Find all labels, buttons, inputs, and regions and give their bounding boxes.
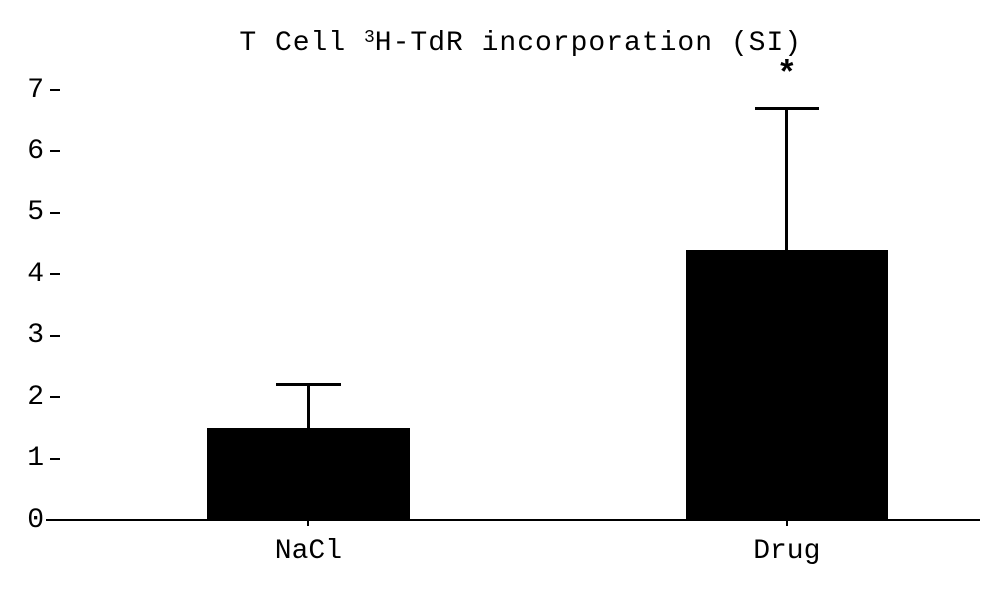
bar	[207, 428, 409, 520]
y-tick	[50, 519, 60, 521]
x-tick	[786, 520, 788, 526]
x-tick	[307, 520, 309, 526]
plot-area: 01234567NaClDrug*	[60, 90, 980, 520]
error-bar-stem	[307, 385, 310, 428]
chart-title: T Cell 3H-TdR incorporation (SI)	[0, 10, 1003, 77]
y-tick-label: 6	[4, 136, 44, 167]
y-tick	[50, 212, 60, 214]
chart-title-pre: T Cell	[239, 28, 364, 59]
y-tick	[50, 335, 60, 337]
y-tick-label: 2	[4, 382, 44, 413]
y-tick-label: 7	[4, 75, 44, 106]
category-label: Drug	[667, 536, 907, 567]
error-bar-cap	[276, 383, 340, 386]
y-tick-label: 5	[4, 197, 44, 228]
y-tick	[50, 273, 60, 275]
y-tick-label: 1	[4, 443, 44, 474]
y-tick-label: 4	[4, 259, 44, 290]
y-tick	[50, 89, 60, 91]
y-tick	[50, 458, 60, 460]
y-tick	[50, 396, 60, 398]
chart-title-sup: 3	[364, 28, 375, 48]
y-tick	[50, 150, 60, 152]
error-bar-stem	[785, 108, 788, 249]
significance-annotation: *	[747, 57, 827, 95]
y-tick-label: 0	[4, 505, 44, 536]
chart-title-post: H-TdR incorporation (SI)	[375, 28, 802, 59]
error-bar-cap	[755, 107, 819, 110]
bar	[686, 250, 888, 520]
y-tick-label: 3	[4, 320, 44, 351]
chart-root: T Cell 3H-TdR incorporation (SI) 0123456…	[0, 0, 1003, 601]
category-label: NaCl	[188, 536, 428, 567]
